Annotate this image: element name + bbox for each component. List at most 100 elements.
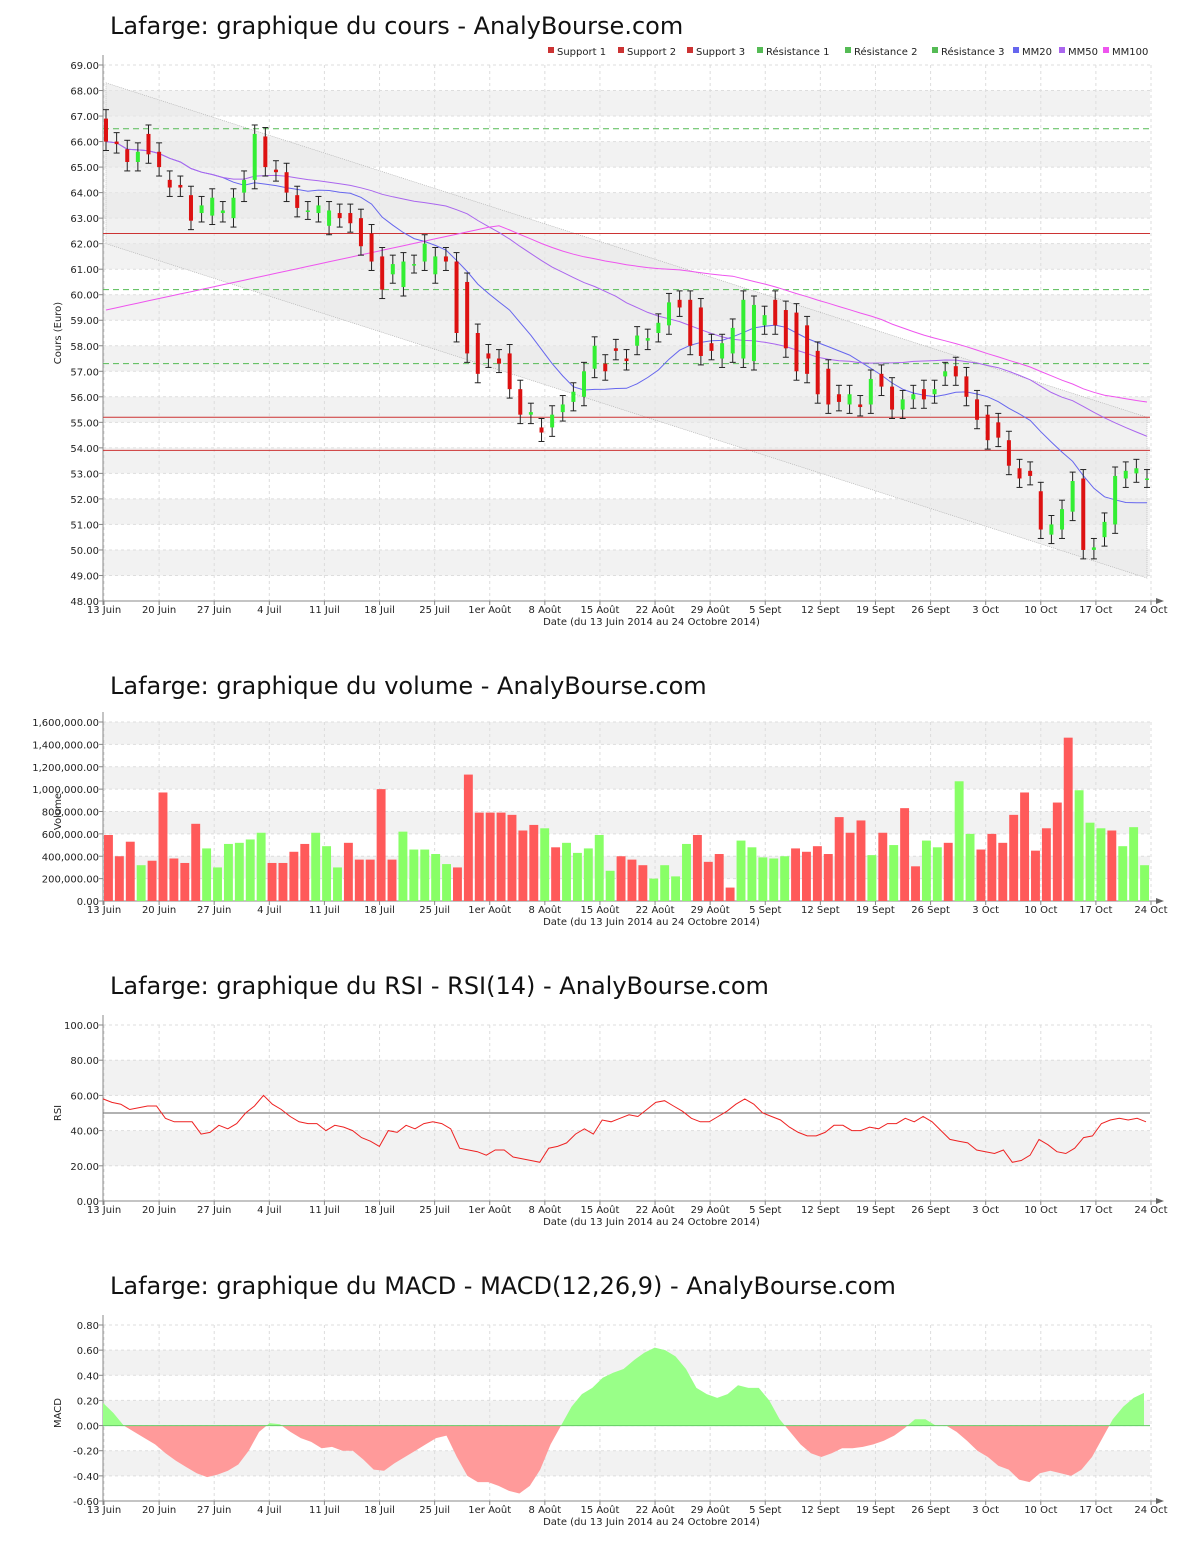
volume-ytick-label: 1,000,000.00 <box>32 785 99 796</box>
volume-bar <box>921 840 931 901</box>
rsi-xtick-label: 3 Oct <box>972 1205 999 1216</box>
rsi-ytick-label: 60.00 <box>70 1091 99 1102</box>
volume-bar <box>322 846 332 901</box>
legend-item: Support 2 <box>627 47 676 58</box>
rsi-xtick-label: 4 Juil <box>257 1205 281 1216</box>
macd-xtick-label: 25 Juil <box>419 1505 450 1516</box>
rsi-xtick-label: 10 Oct <box>1024 1205 1057 1216</box>
volume-xtick-label: 3 Oct <box>972 905 999 916</box>
candle-body <box>507 353 512 390</box>
candle-body <box>1102 521 1107 538</box>
candle-body <box>1081 478 1086 550</box>
candle-body <box>698 307 703 356</box>
candle-body <box>188 195 193 221</box>
candle-body <box>868 378 873 405</box>
volume-bar <box>856 820 866 901</box>
candle-body <box>220 210 225 214</box>
macd-negative-area <box>281 1425 561 1494</box>
price-ytick-label: 64.00 <box>70 189 99 200</box>
volume-bar <box>867 855 877 901</box>
legend-item: MM20 <box>1022 47 1052 58</box>
rsi-ytick-label: 0.00 <box>77 1197 99 1208</box>
price-ytick-label: 59.00 <box>70 316 99 327</box>
volume-bar <box>1052 802 1062 901</box>
rsi-xtick-label: 1er Août <box>468 1204 511 1216</box>
volume-xtick-label: 1er Août <box>468 904 511 916</box>
volume-bar <box>703 861 713 901</box>
mm100-line <box>105 225 1148 403</box>
price-xtick-label: 8 Août <box>529 604 562 616</box>
price-ytick-label: 55.00 <box>70 418 99 429</box>
rsi-xtick-label: 13 Juin <box>87 1205 121 1216</box>
price-trend-channel <box>105 82 1148 579</box>
volume-bar <box>453 867 462 901</box>
legend-item: Résistance 1 <box>766 46 829 58</box>
candle-body <box>316 205 321 214</box>
candle-body <box>528 412 533 415</box>
rsi-ytick-label: 40.00 <box>70 1127 99 1138</box>
volume-bar <box>1063 737 1073 901</box>
volume-band <box>103 722 1150 745</box>
macd-xtick-label: 26 Sept <box>911 1505 950 1516</box>
mm50-line <box>105 141 1148 437</box>
volume-bar <box>551 847 561 901</box>
volume-bar <box>289 851 299 901</box>
volume-xtick-label: 20 Juin <box>142 905 176 916</box>
candle-body <box>847 394 852 405</box>
volume-bar <box>594 834 604 901</box>
volume-xtick-label: 26 Sept <box>911 905 950 916</box>
volume-bar <box>169 858 179 901</box>
macd-xtick-label: 8 Août <box>529 1504 562 1516</box>
volume-bar <box>114 856 124 901</box>
candle-body <box>1070 481 1075 512</box>
candle-body <box>104 118 108 142</box>
volume-bar <box>649 878 659 901</box>
volume-bar <box>932 847 942 901</box>
volume-ytick-label: 600,000.00 <box>42 830 99 841</box>
rsi-xtick-label: 29 Août <box>691 1204 730 1216</box>
price-ytick-label: 61.00 <box>70 265 99 276</box>
candle-body <box>465 281 470 354</box>
legend-swatch <box>932 47 938 53</box>
price-ytick-label: 54.00 <box>70 444 99 455</box>
volume-bar <box>1031 850 1040 901</box>
candle-body <box>369 233 374 262</box>
volume-bar <box>878 832 888 901</box>
price-xtick-label: 11 Juil <box>309 605 340 616</box>
legend-swatch <box>1013 47 1019 53</box>
candle-body <box>550 414 555 428</box>
volume-bar <box>660 865 670 901</box>
macd-xtick-label: 27 Juin <box>197 1505 231 1516</box>
price-xtick-label: 24 Oct <box>1134 605 1167 616</box>
candle-body <box>794 312 799 372</box>
candle-body <box>741 299 746 359</box>
rsi-xtick-label: 17 Oct <box>1079 1205 1112 1216</box>
rsi-xtick-label: 8 Août <box>529 1204 562 1216</box>
volume-x-axis-label: Date (du 13 Juin 2014 au 24 Octobre 2014… <box>543 917 760 928</box>
volume-bar <box>333 867 342 901</box>
volume-bar <box>889 845 899 901</box>
volume-bar <box>1118 846 1128 901</box>
candle-body <box>125 149 130 162</box>
price-ytick-label: 48.00 <box>70 597 99 608</box>
macd-ytick-label: 0.20 <box>77 1396 99 1407</box>
mm20-line <box>105 141 1147 504</box>
volume-bar <box>791 848 800 901</box>
candle-body <box>666 302 671 326</box>
price-band <box>103 90 1150 117</box>
macd-xtick-label: 24 Oct <box>1134 1505 1167 1516</box>
legend-swatch <box>1103 47 1109 53</box>
candle-body <box>624 358 629 362</box>
macd-ytick-label: 0.00 <box>77 1422 99 1433</box>
volume-bar <box>278 862 288 901</box>
rsi-ytick-label: 20.00 <box>70 1162 99 1173</box>
volume-bar <box>376 789 386 901</box>
volume-bar <box>900 808 910 901</box>
candle-body <box>305 210 310 212</box>
volume-band <box>103 856 1150 879</box>
macd-negative-area <box>123 1425 267 1478</box>
volume-xtick-label: 13 Juin <box>87 905 121 916</box>
volume-xtick-label: 15 Août <box>580 904 619 916</box>
candle-body <box>996 422 1001 438</box>
volume-bar <box>125 841 135 901</box>
